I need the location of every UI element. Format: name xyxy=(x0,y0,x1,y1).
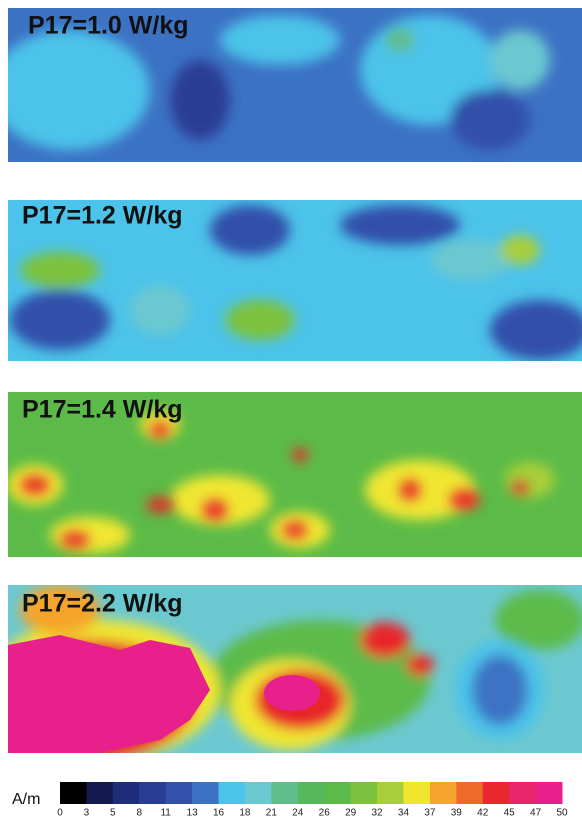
colorbar-swatch xyxy=(324,782,352,804)
colorbar-tick-label: 11 xyxy=(160,808,171,819)
colorbar-swatch xyxy=(429,782,457,804)
colorbar-swatch xyxy=(482,782,510,804)
map-panel xyxy=(8,8,582,162)
hot-region xyxy=(8,635,210,753)
colorbar-tick-label: 42 xyxy=(477,808,489,819)
colorbar-tick-label: 29 xyxy=(345,808,357,819)
map-panel xyxy=(8,200,582,361)
colorbar-tick-label: 5 xyxy=(110,808,116,819)
colorbar-swatch xyxy=(350,782,378,804)
panel-label: P17=1.2 W/kg xyxy=(22,202,183,230)
colorbar-swatch xyxy=(112,782,140,804)
colorbar-tick-label: 13 xyxy=(187,808,199,819)
colorbar-tick-label: 8 xyxy=(136,808,142,819)
colorbar-tick-label: 37 xyxy=(424,808,436,819)
colorbar-tick-label: 21 xyxy=(266,808,278,819)
colorbar-tick-label: 50 xyxy=(556,808,568,819)
colorbar-swatch xyxy=(139,782,167,804)
colorbar-tick-label: 26 xyxy=(319,808,331,819)
colorbar-swatch xyxy=(244,782,272,804)
colorbar-swatch xyxy=(192,782,220,804)
panel-label: P17=1.0 W/kg xyxy=(28,12,189,40)
colorbar-unit: A/m xyxy=(12,791,40,808)
colorbar-tick-label: 0 xyxy=(57,808,63,819)
hot-region xyxy=(264,675,320,711)
colorbar-tick-label: 3 xyxy=(84,808,90,819)
colorbar-swatch xyxy=(271,782,299,804)
colorbar-swatch xyxy=(509,782,537,804)
colorbar-swatch xyxy=(297,782,325,804)
map-panel xyxy=(8,392,582,557)
colorbar-tick-label: 18 xyxy=(239,808,251,819)
colorbar-tick-label: 47 xyxy=(530,808,542,819)
colorbar-tick-label: 24 xyxy=(292,808,304,819)
colorbar-swatch xyxy=(60,782,87,804)
colorbar-swatch xyxy=(86,782,114,804)
panel-label: P17=2.2 W/kg xyxy=(22,590,183,618)
colorbar-swatch xyxy=(218,782,246,804)
colorbar: 0 3 5 8 11 13 16 18 21 24 26 29 32 34 37 39 42 45 47 50 xyxy=(57,782,568,819)
colorbar-tick-label: 34 xyxy=(398,808,410,819)
colorbar-swatch xyxy=(403,782,431,804)
colorbar-tick-label: 32 xyxy=(371,808,383,819)
colorbar-tick-label: 39 xyxy=(451,808,463,819)
colorbar-tick-label: 45 xyxy=(504,808,516,819)
colorbar-swatch xyxy=(165,782,193,804)
panel-label: P17=1.4 W/kg xyxy=(22,396,183,424)
map-panel xyxy=(8,585,582,753)
colorbar-swatch xyxy=(535,782,563,804)
colorbar-swatch xyxy=(377,782,404,804)
colorbar-swatch xyxy=(456,782,484,804)
colorbar-tick-label: 16 xyxy=(213,808,225,819)
